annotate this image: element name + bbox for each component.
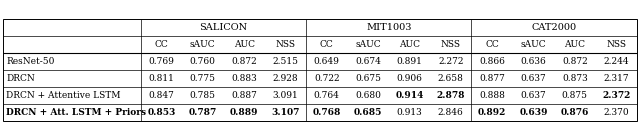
- Text: AUC: AUC: [564, 40, 586, 49]
- Text: 2.370: 2.370: [604, 108, 629, 117]
- Text: 2.515: 2.515: [273, 57, 298, 66]
- Text: NSS: NSS: [606, 40, 626, 49]
- Text: AUC: AUC: [234, 40, 255, 49]
- Text: sAUC: sAUC: [521, 40, 547, 49]
- Text: 2.928: 2.928: [273, 74, 298, 83]
- Text: 2.846: 2.846: [438, 108, 463, 117]
- Text: 0.649: 0.649: [314, 57, 340, 66]
- Text: 0.639: 0.639: [519, 108, 548, 117]
- Text: CC: CC: [485, 40, 499, 49]
- Text: 2.272: 2.272: [438, 57, 463, 66]
- Text: 2.372: 2.372: [602, 91, 630, 100]
- Text: 0.768: 0.768: [312, 108, 341, 117]
- Text: CC: CC: [155, 40, 168, 49]
- Text: SALICON: SALICON: [200, 23, 248, 32]
- Text: 0.769: 0.769: [148, 57, 175, 66]
- Text: 0.775: 0.775: [190, 74, 216, 83]
- Text: 0.760: 0.760: [190, 57, 216, 66]
- Text: 0.914: 0.914: [396, 91, 424, 100]
- Text: 0.675: 0.675: [355, 74, 381, 83]
- Text: 0.847: 0.847: [148, 91, 175, 100]
- Text: 3.091: 3.091: [273, 91, 298, 100]
- Text: 0.785: 0.785: [190, 91, 216, 100]
- Text: MIT1003: MIT1003: [366, 23, 412, 32]
- Text: 0.872: 0.872: [231, 57, 257, 66]
- Text: 0.883: 0.883: [231, 74, 257, 83]
- Text: 0.887: 0.887: [231, 91, 257, 100]
- Text: 0.913: 0.913: [397, 108, 422, 117]
- Text: ResNet-50: ResNet-50: [6, 57, 55, 66]
- Text: sAUC: sAUC: [355, 40, 381, 49]
- Text: CAT2000: CAT2000: [532, 23, 577, 32]
- Text: 0.636: 0.636: [520, 57, 547, 66]
- Text: 0.875: 0.875: [562, 91, 588, 100]
- Text: 2.317: 2.317: [604, 74, 629, 83]
- Text: 2.244: 2.244: [604, 57, 629, 66]
- Text: 0.877: 0.877: [479, 74, 505, 83]
- Text: 0.722: 0.722: [314, 74, 340, 83]
- Text: 0.811: 0.811: [148, 74, 175, 83]
- Text: 0.906: 0.906: [397, 74, 422, 83]
- Text: 0.787: 0.787: [189, 108, 217, 117]
- Text: 0.876: 0.876: [561, 108, 589, 117]
- Text: DRCN: DRCN: [6, 74, 35, 83]
- Text: 0.892: 0.892: [478, 108, 506, 117]
- Text: 0.674: 0.674: [355, 57, 381, 66]
- Text: 0.637: 0.637: [520, 91, 547, 100]
- Text: 0.637: 0.637: [520, 74, 547, 83]
- Text: CC: CC: [320, 40, 333, 49]
- Text: 2.658: 2.658: [438, 74, 464, 83]
- Text: 0.764: 0.764: [314, 91, 340, 100]
- Text: NSS: NSS: [441, 40, 461, 49]
- Text: 0.872: 0.872: [562, 57, 588, 66]
- Text: NSS: NSS: [275, 40, 296, 49]
- Text: DRCN + Att. LSTM + Priors: DRCN + Att. LSTM + Priors: [6, 108, 147, 117]
- Text: sAUC: sAUC: [190, 40, 216, 49]
- Text: 0.873: 0.873: [562, 74, 588, 83]
- Text: 0.891: 0.891: [397, 57, 422, 66]
- Text: 0.888: 0.888: [479, 91, 505, 100]
- Text: 0.853: 0.853: [147, 108, 175, 117]
- Text: 3.107: 3.107: [271, 108, 300, 117]
- Text: 2.878: 2.878: [436, 91, 465, 100]
- Text: 0.685: 0.685: [354, 108, 382, 117]
- Text: 0.680: 0.680: [355, 91, 381, 100]
- Bar: [3, 19, 637, 121]
- Text: 0.889: 0.889: [230, 108, 259, 117]
- Text: DRCN + Attentive LSTM: DRCN + Attentive LSTM: [6, 91, 121, 100]
- Text: 0.866: 0.866: [479, 57, 505, 66]
- Text: AUC: AUC: [399, 40, 420, 49]
